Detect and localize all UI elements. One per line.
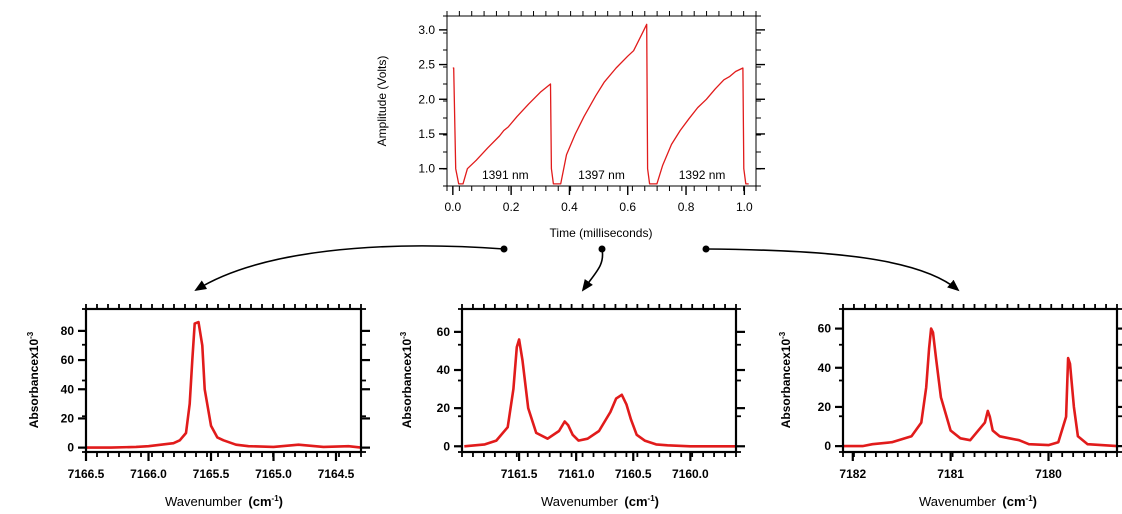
x-tick-label: 7165.5	[193, 467, 230, 481]
xlabel-close: )	[1033, 494, 1037, 509]
chart-time-frame	[446, 15, 757, 187]
y-tick-label: 60	[818, 322, 832, 336]
xlabel-word: Wavenumber	[919, 494, 996, 509]
x-tick-label: 7165.0	[255, 467, 292, 481]
xlabel-unit: (cm	[1002, 494, 1025, 509]
x-tick-label: 7160.0	[672, 467, 709, 481]
chart-spectrum-2: 7161.5 7161.0 7160.5 7160.0 0 20 40 60 Wavenumb…	[399, 304, 745, 509]
ylabel-word: Absorbancex10	[27, 339, 41, 429]
x-tick-label: 0.8	[678, 200, 695, 214]
x-tick-label: 7182	[839, 467, 866, 481]
ylabel-sup: -3	[778, 331, 787, 339]
chart-spectrum-3-frame	[841, 307, 1119, 454]
y-tick-label: 0	[443, 439, 450, 453]
ylabel-word: Absorbancex10	[779, 339, 793, 429]
chart-spectrum-3-xlabel: Wavenumber (cm-1)	[919, 494, 1037, 509]
chart-time-xlabel: Time (milliseconds)	[550, 226, 653, 240]
x-tick-label: 7181	[937, 467, 964, 481]
xlabel-sup: -1	[272, 494, 280, 503]
x-tick-label: 7166.0	[130, 467, 167, 481]
chart-spectrum-1: 7166.5 7166.0 7165.5 7165.0 7164.5020406080 …	[26, 304, 370, 509]
chart-spectrum-3: 7182 7181 7180 0 20 40 60 Wavenumber (cm-1) Ab…	[778, 304, 1122, 509]
wavelength-annotation: 1392 nm	[679, 168, 726, 182]
chart-time-marks: 0.0 0.2 0.4 0.6 0.8 1.0 1.0 1.5 2.0 2.5 3.0	[418, 11, 765, 214]
x-tick-label: 0.4	[561, 200, 578, 214]
series-line	[86, 320, 362, 449]
y-tick-label: 1.0	[418, 162, 435, 176]
y-tick-label: 60	[61, 353, 75, 367]
xlabel-word: Wavenumber	[541, 494, 618, 509]
y-tick-label: 20	[61, 411, 75, 425]
y-tick-label: 40	[818, 361, 832, 375]
y-tick-label: 0	[67, 441, 74, 455]
y-tick-label: 0	[824, 439, 831, 453]
y-tick-label: 40	[61, 382, 75, 396]
xlabel-close: )	[655, 494, 659, 509]
y-tick-label: 2.5	[418, 58, 435, 72]
xlabel-unit: (cm	[624, 494, 647, 509]
ylabel-sup: -3	[26, 331, 35, 339]
x-tick-label: 7180	[1035, 467, 1062, 481]
chart-spectrum-2-ylabel: Absorbancex10-3	[399, 331, 414, 428]
y-tick-label: 3.0	[418, 23, 435, 37]
chart-spectrum-2-frame	[460, 307, 738, 454]
chart-time: 0.0 0.2 0.4 0.6 0.8 1.0 1.0 1.5 2.0 2.5 3.0 1391 n…	[375, 11, 765, 240]
xlabel-sup: -1	[1026, 494, 1034, 503]
chart-spectrum-1-ylabel: Absorbancex10-3	[26, 331, 41, 428]
chart-time-annotations: 1391 nm 1397 nm 1392 nm	[482, 168, 725, 182]
x-tick-label: 7164.5	[318, 467, 355, 481]
y-tick-label: 40	[437, 363, 451, 377]
connector-arrows	[194, 245, 960, 292]
series-line	[464, 338, 736, 448]
chart-spectrum-1-frame	[84, 307, 363, 454]
x-tick-label: 7161.5	[501, 467, 538, 481]
x-tick-label: 0.0	[444, 200, 461, 214]
wavelength-annotation: 1391 nm	[482, 168, 529, 182]
ylabel-sup: -3	[399, 331, 408, 339]
chart-spectrum-1-xlabel: Wavenumber (cm-1)	[165, 494, 283, 509]
x-tick-label: 0.2	[503, 200, 520, 214]
y-tick-label: 80	[61, 324, 75, 338]
arrow-center	[581, 248, 604, 292]
chart-spectrum-3-ylabel: Absorbancex10-3	[778, 331, 793, 428]
series-line	[452, 23, 749, 185]
xlabel-sup: -1	[648, 494, 656, 503]
series-line	[843, 327, 1118, 448]
wavelength-annotation: 1397 nm	[578, 168, 625, 182]
chart-spectrum-3-marks: 7182 7181 7180 0 20 40 60	[818, 304, 1122, 481]
x-tick-label: 7161.0	[558, 467, 595, 481]
chart-spectrum-1-marks: 7166.5 7166.0 7165.5 7165.0 7164.5 0 20 40 60 80	[61, 304, 370, 481]
y-tick-label: 60	[437, 325, 451, 339]
chart-time-ylabel: Amplitude (Volts)	[375, 56, 389, 147]
y-tick-label: 2.0	[418, 92, 435, 106]
x-tick-label: 7160.5	[615, 467, 652, 481]
y-tick-label: 1.5	[418, 127, 435, 141]
y-tick-label: 20	[437, 401, 451, 415]
chart-spectrum-2-marks: 7161.5 7161.0 7160.5 7160.0 0 20 40 60	[437, 304, 745, 481]
xlabel-unit: (cm	[248, 494, 271, 509]
x-tick-label: 0.6	[619, 200, 636, 214]
arrow-right	[705, 248, 960, 292]
xlabel-word: Wavenumber	[165, 494, 242, 509]
y-tick-label: 20	[818, 400, 832, 414]
ylabel-word: Absorbancex10	[400, 339, 414, 429]
chart-spectrum-2-xlabel: Wavenumber (cm-1)	[541, 494, 659, 509]
x-tick-label: 1.0	[736, 200, 753, 214]
arrow-left	[194, 245, 505, 292]
x-tick-label: 7166.5	[68, 467, 105, 481]
xlabel-close: )	[279, 494, 283, 509]
